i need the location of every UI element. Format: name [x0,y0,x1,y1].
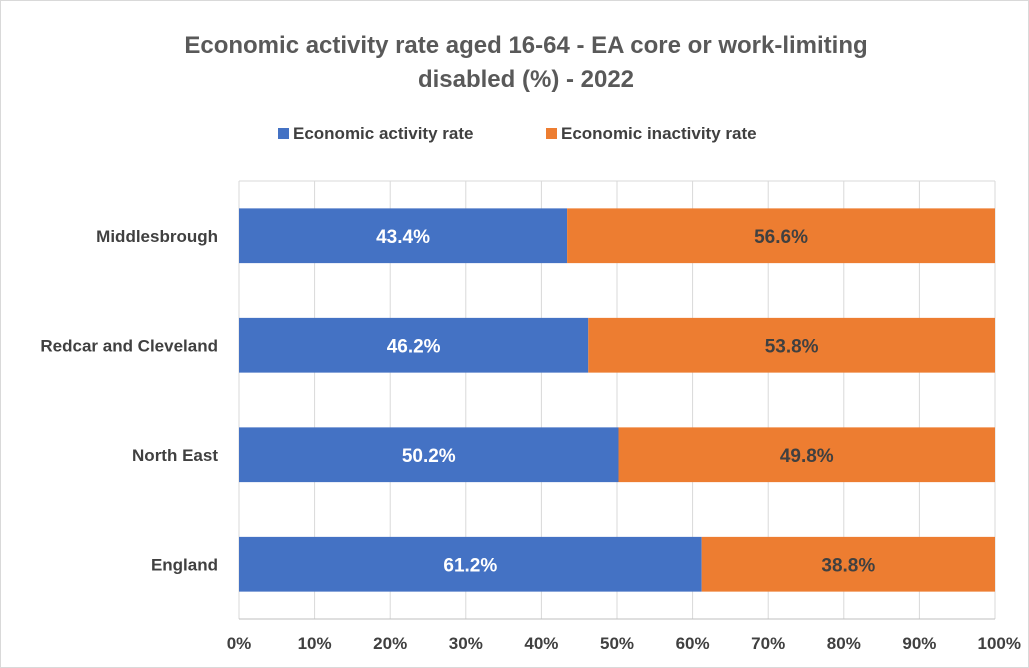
legend-label: Economic activity rate [293,124,473,143]
chart-legend: Economic activity rate Economic inactivit… [278,124,757,143]
legend-label: Economic inactivity rate [561,124,757,143]
category-label: Redcar and Cleveland [40,336,218,355]
x-tick-label: 30% [449,634,483,653]
data-label: 53.8% [765,336,819,357]
x-tick-label: 60% [676,634,710,653]
data-label: 38.8% [821,555,875,576]
x-tick-label: 100% [978,634,1021,653]
data-label: 50.2% [402,446,456,467]
data-label: 49.8% [780,446,834,467]
x-tick-label: 50% [600,634,634,653]
data-label: 46.2% [387,336,441,357]
bar-segment [239,208,568,264]
bar-segment [239,536,702,592]
category-label: Middlesbrough [96,227,218,246]
chart-bars [239,208,995,592]
legend-swatch [546,128,557,139]
bar-segment [239,427,619,483]
bar-segment [239,317,589,373]
category-label: England [151,555,218,574]
x-tick-label: 20% [373,634,407,653]
data-label: 43.4% [376,227,430,248]
x-tick-label: 80% [827,634,861,653]
x-tick-label: 10% [298,634,332,653]
bar-segment [567,208,995,264]
x-tick-label: 70% [751,634,785,653]
chart-title-line: disabled (%) - 2022 [418,66,634,93]
x-tick-label: 90% [902,634,936,653]
chart-category-labels: Middlesbrough Redcar and Cleveland North E… [40,227,218,575]
bar-segment [701,536,995,592]
data-label: 61.2% [443,555,497,576]
category-label: North East [132,446,218,465]
chart-title: Economic activity rate aged 16-64 - EA c… [184,32,867,93]
x-tick-label: 0% [227,634,252,653]
bar-segment [618,427,995,483]
x-tick-label: 40% [524,634,558,653]
chart-x-ticks: 0% 10% 20% 30% 40% 50% 60% 70% 80% 90% 100% [227,634,1021,653]
chart-title-line: Economic activity rate aged 16-64 - EA c… [184,32,867,59]
bar-segment [588,317,995,373]
chart-data-labels: 43.4% 56.6% 46.2% 53.8% 50.2% 49.8% 61.2% 38.8% [376,227,875,577]
legend-swatch [278,128,289,139]
data-label: 56.6% [754,227,808,248]
